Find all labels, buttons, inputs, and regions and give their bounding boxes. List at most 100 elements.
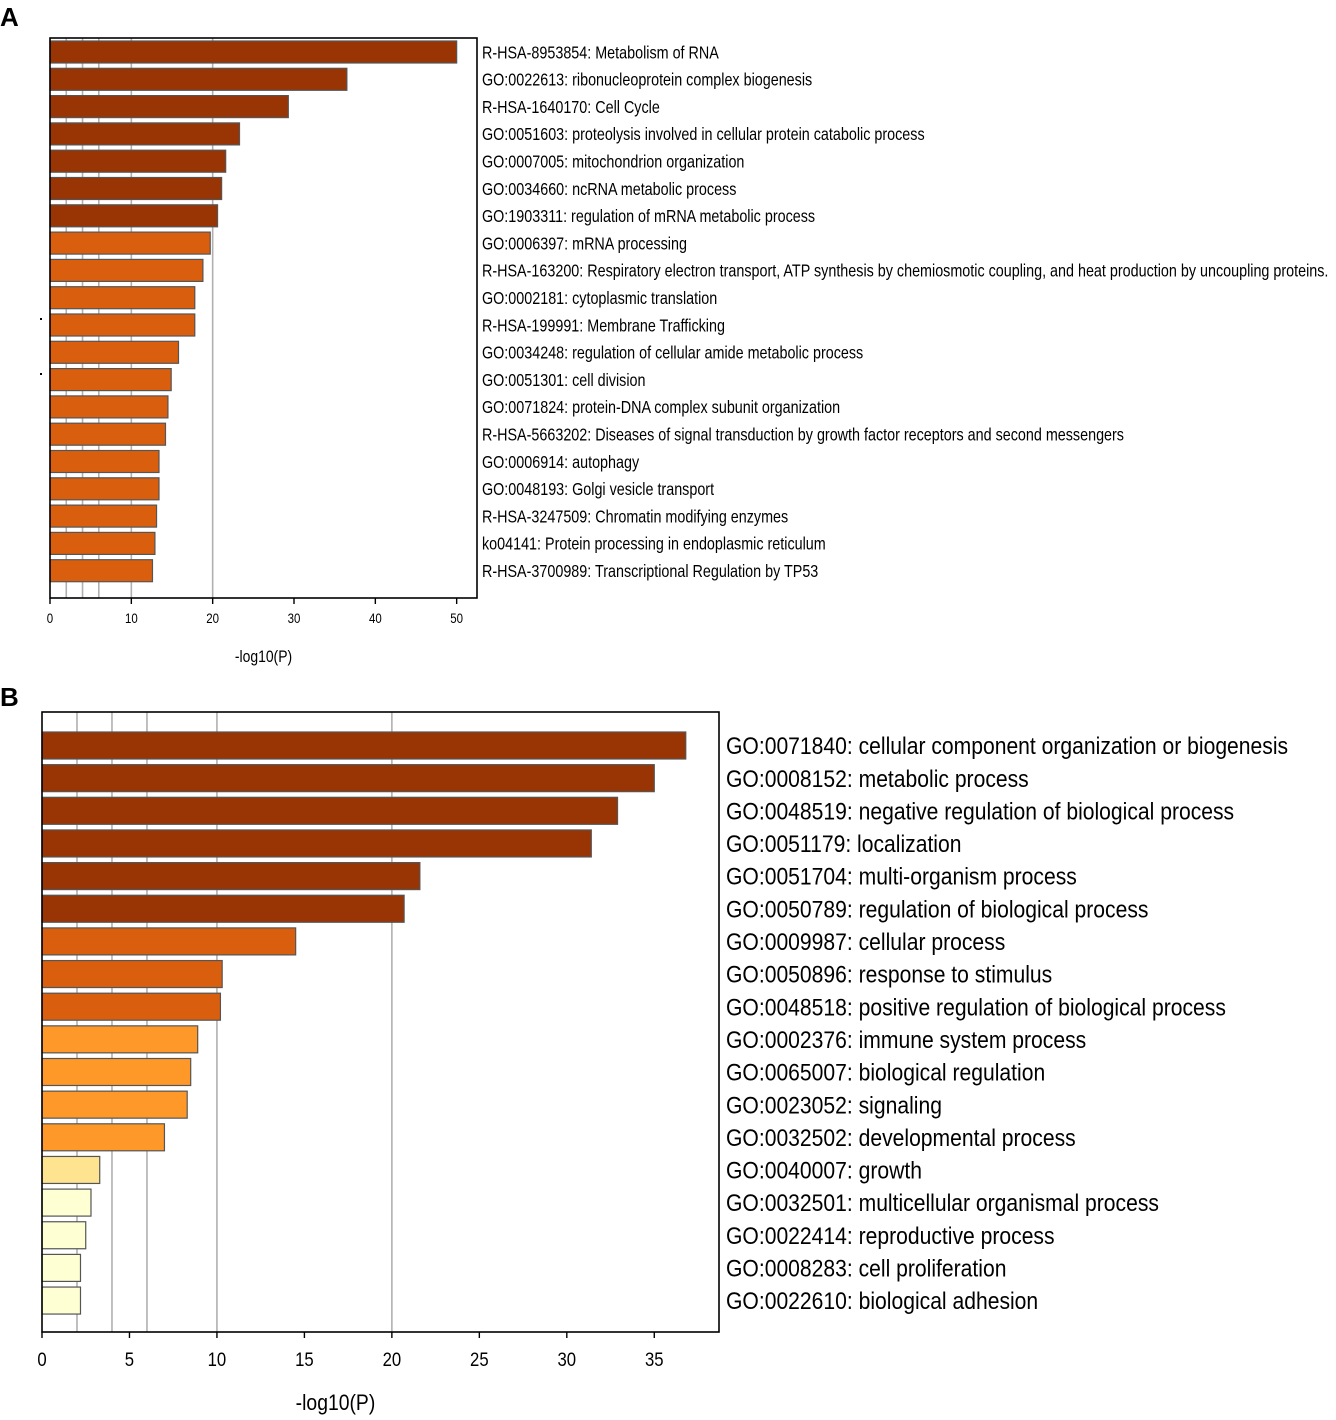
bar	[49, 67, 348, 91]
x-tick-label: 40	[369, 610, 382, 626]
category-label: GO:0022610: biological adhesion	[726, 1288, 1038, 1315]
bar	[41, 959, 223, 989]
x-tick-label: 25	[470, 1349, 489, 1370]
bar	[49, 94, 289, 119]
category-label: GO:0007005: mitochondrion organization	[482, 153, 744, 172]
bar	[41, 731, 687, 760]
bar	[49, 531, 156, 556]
category-label: GO:0002376: immune system process	[726, 1027, 1086, 1054]
category-label: GO:0071840: cellular component organizat…	[726, 733, 1288, 760]
x-axis-title: -log10(P)	[296, 1391, 376, 1415]
category-label: R-HSA-3247509: Chromatin modifying enzym…	[482, 508, 788, 527]
category-label: GO:0002181: cytoplasmic translation	[482, 290, 717, 309]
bar	[41, 1025, 199, 1054]
panel-a-chart: R-HSA-8953854: Metabolism of RNA GO:00226…	[40, 37, 1328, 667]
bar	[41, 927, 297, 956]
category-label: GO:0009987: cellular process	[726, 929, 1005, 956]
category-label: R-HSA-3700989: Transcriptional Regulatio…	[482, 563, 818, 582]
category-label: GO:0040007: growth	[726, 1157, 922, 1184]
x-tick-label: 10	[125, 610, 138, 626]
plot-frame	[41, 711, 720, 1333]
x-tick-label: 5	[125, 1349, 134, 1370]
bar	[49, 204, 219, 228]
panel-b-chart: GO:0071840: cellular component organizat…	[37, 711, 1288, 1415]
category-label: GO:0051603: proteolysis involved in cell…	[482, 126, 925, 145]
category-label: GO:0071824: protein-DNA complex subunit …	[482, 399, 840, 418]
category-label: R-HSA-163200: Respiratory electron trans…	[482, 262, 1328, 281]
category-label: R-HSA-8953854: Metabolism of RNA	[482, 44, 719, 63]
category-label: GO:0032501: multicellular organismal pro…	[726, 1190, 1159, 1217]
bar	[41, 1286, 82, 1315]
category-label: R-HSA-199991: Membrane Trafficking	[482, 317, 725, 336]
bar	[41, 764, 655, 793]
bar	[49, 176, 223, 201]
bar	[49, 368, 172, 392]
category-label: GO:0022613: ribonucleoprotein complex bi…	[482, 71, 812, 90]
bar	[49, 149, 227, 173]
category-label: GO:0050896: response to stimulus	[726, 961, 1052, 988]
bar	[49, 449, 160, 474]
category-label: GO:0032502: developmental process	[726, 1125, 1076, 1152]
bar	[41, 992, 222, 1021]
x-tick-label: 50	[450, 610, 463, 626]
category-label: GO:0008152: metabolic process	[726, 766, 1029, 793]
bar	[41, 1253, 82, 1283]
category-label: GO:0051301: cell division	[482, 372, 645, 391]
x-tick-label: 30	[288, 610, 301, 626]
bar	[49, 122, 241, 146]
x-tick-label: 30	[558, 1349, 577, 1370]
bar	[41, 1221, 87, 1250]
x-tick-label: 10	[208, 1349, 227, 1370]
bar	[49, 258, 204, 282]
bar	[49, 559, 154, 583]
bar	[49, 477, 160, 501]
category-label: GO:0034248: regulation of cellular amide…	[482, 344, 863, 363]
category-label: GO:0048518: positive regulation of biolo…	[726, 994, 1226, 1021]
category-label: GO:0006397: mRNA processing	[482, 235, 687, 254]
panel-letter-b: B	[0, 682, 19, 712]
category-label: GO:1903311: regulation of mRNA metabolic…	[482, 208, 815, 227]
category-label: ko04141: Protein processing in endoplasm…	[482, 535, 826, 554]
bar	[41, 1057, 192, 1087]
bar	[49, 504, 158, 528]
stray-mark	[40, 373, 42, 375]
category-label: GO:0034660: ncRNA metabolic process	[482, 181, 736, 200]
category-label: GO:0051704: multi-organism process	[726, 864, 1077, 891]
bar	[49, 286, 196, 310]
plot-frame	[49, 37, 478, 599]
category-label: GO:0008283: cell proliferation	[726, 1255, 1006, 1282]
category-label: R-HSA-1640170: Cell Cycle	[482, 99, 660, 118]
bar	[49, 340, 180, 364]
x-tick-label: 35	[645, 1349, 664, 1370]
bar	[49, 422, 167, 446]
category-label: GO:0023052: signaling	[726, 1092, 942, 1119]
bar	[41, 1188, 92, 1217]
bar	[41, 861, 421, 891]
bar	[41, 1090, 188, 1119]
x-tick-label: 20	[383, 1349, 402, 1370]
category-label: GO:0048519: negative regulation of biolo…	[726, 798, 1234, 825]
bar	[49, 40, 458, 64]
x-axis-title: -log10(P)	[235, 648, 292, 667]
category-label: GO:0006914: autophagy	[482, 454, 639, 473]
bar	[41, 796, 619, 825]
stray-mark	[40, 318, 42, 320]
category-label: GO:0051179: localization	[726, 831, 961, 858]
category-label: GO:0050789: regulation of biological pro…	[726, 896, 1148, 923]
bar	[41, 1155, 101, 1185]
bar	[41, 829, 592, 858]
panel-letter-a: A	[0, 2, 19, 32]
x-tick-label: 15	[295, 1349, 314, 1370]
x-tick-label: 20	[206, 610, 219, 626]
category-label: R-HSA-5663202: Diseases of signal transd…	[482, 426, 1124, 445]
x-tick-label: 0	[47, 610, 53, 626]
bar	[41, 1123, 166, 1152]
bar	[41, 894, 405, 923]
bar	[49, 231, 211, 255]
category-label: GO:0022414: reproductive process	[726, 1223, 1055, 1250]
category-label: GO:0048193: Golgi vesicle transport	[482, 481, 715, 500]
category-label: GO:0065007: biological regulation	[726, 1059, 1045, 1086]
bar	[49, 313, 196, 337]
x-tick-label: 0	[37, 1349, 46, 1370]
